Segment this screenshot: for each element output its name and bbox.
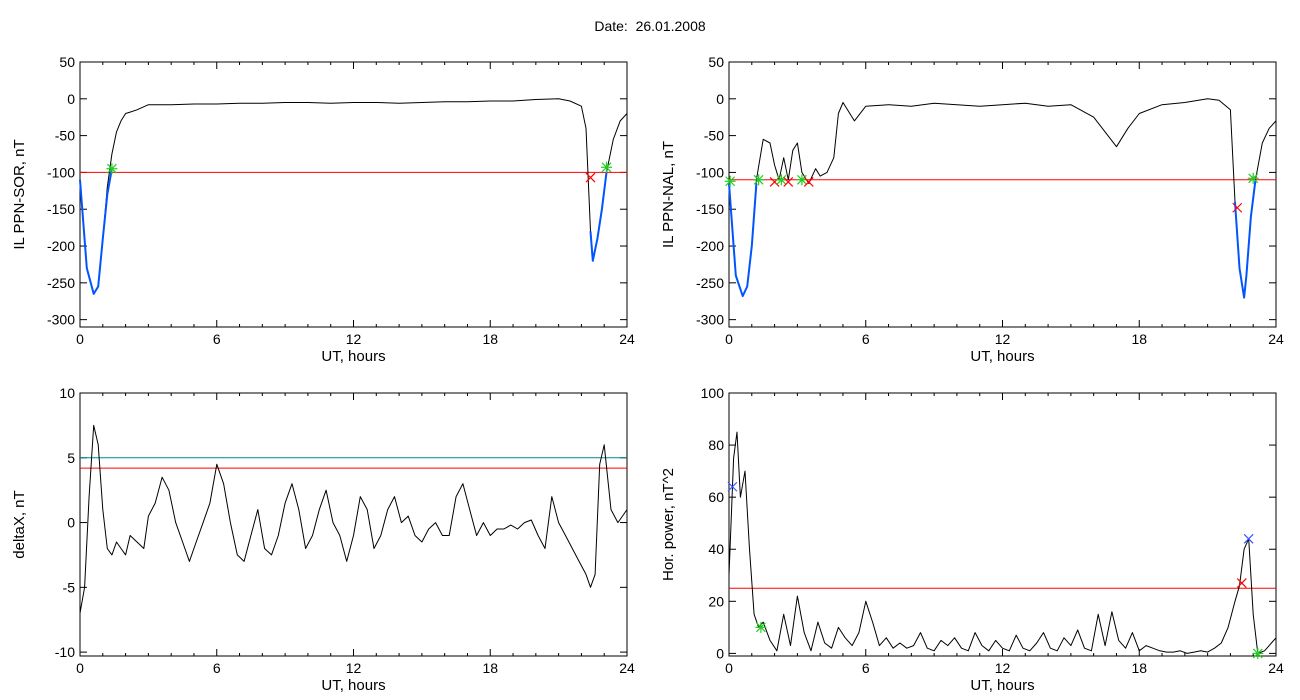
y-tick-label: 10: [59, 385, 75, 401]
y-tick-label: 40: [708, 541, 724, 557]
cross-marker: [1236, 578, 1247, 589]
cross-marker: [727, 481, 738, 492]
y-tick-label: 100: [701, 385, 725, 401]
x-tick-label: 24: [619, 331, 635, 347]
y-tick-label: -150: [696, 201, 724, 217]
y-axis-label: Hor. power, nT^2: [660, 468, 677, 581]
y-axis-label: IL PPN-NAL, nT: [660, 141, 677, 248]
x-tick-label: 24: [1268, 660, 1284, 676]
star-marker: [1252, 647, 1264, 659]
cross-marker: [585, 172, 596, 183]
y-tick-label: -300: [696, 312, 724, 328]
x-tick-label: 18: [1131, 331, 1147, 347]
x-tick-label: 18: [482, 331, 498, 347]
panel-3: 0 6 12 18 24 10 5 0 -5 -10 UT, hours deltaX, nT: [11, 385, 635, 694]
cross-marker: [1243, 533, 1254, 544]
x-axis-label: UT, hours: [970, 677, 1034, 694]
x-tick-label: 0: [725, 660, 733, 676]
y-axis-label: IL PPN-SOR, nT: [11, 139, 28, 249]
highlight-segment: [79, 168, 113, 295]
plot-frame: [79, 392, 628, 657]
y-tick-label: -200: [696, 238, 724, 254]
y-tick-label: -50: [55, 128, 75, 144]
x-tick-label: 18: [482, 660, 498, 676]
y-tick-label: -250: [696, 275, 724, 291]
y-tick-label: -250: [47, 275, 75, 291]
x-tick-label: 6: [213, 331, 221, 347]
x-tick-label: 12: [995, 660, 1011, 676]
y-tick-label: -300: [47, 312, 75, 328]
x-tick-label: 6: [862, 660, 870, 676]
star-marker: [775, 174, 787, 186]
cross-marker: [1232, 202, 1243, 213]
y-tick-label: -100: [47, 164, 75, 180]
star-marker: [796, 174, 808, 186]
y-tick-label: 5: [67, 450, 75, 466]
y-axis-label: deltaX, nT: [11, 490, 28, 558]
y-tick-label: 50: [708, 54, 724, 70]
y-tick-label: 0: [716, 91, 724, 107]
y-tick-label: 80: [708, 437, 724, 453]
x-tick-label: 0: [725, 331, 733, 347]
y-tick-label: 0: [67, 515, 75, 531]
x-tick-label: 6: [213, 660, 221, 676]
cross-marker: [783, 177, 794, 187]
star-marker: [755, 621, 767, 633]
y-tick-label: 0: [67, 91, 75, 107]
cross-marker: [769, 177, 780, 187]
y-tick-label: -100: [696, 164, 724, 180]
y-tick-label: -50: [704, 128, 724, 144]
series-line: [79, 98, 628, 295]
x-tick-label: 24: [619, 660, 635, 676]
series-line: [79, 424, 628, 614]
x-tick-label: 0: [76, 331, 84, 347]
star-marker: [1247, 172, 1259, 184]
chart-title: Date: 26.01.2008: [594, 18, 706, 34]
star-marker: [753, 174, 765, 186]
highlight-segment: [589, 172, 608, 262]
star-marker: [724, 175, 736, 187]
highlight-segment: [1234, 179, 1257, 299]
y-tick-label: -200: [47, 238, 75, 254]
x-tick-label: 0: [76, 660, 84, 676]
panel-4: 0 6 12 18 24 100 80 60 40 20 0 UT, hours Hor. power,…: [660, 385, 1284, 694]
series-line: [728, 431, 1277, 654]
star-marker: [106, 163, 118, 175]
y-tick-label: -10: [55, 644, 75, 660]
plot-frame: [728, 392, 1277, 657]
y-tick-label: -150: [47, 201, 75, 217]
y-tick-label: 50: [59, 54, 75, 70]
x-tick-label: 12: [346, 660, 362, 676]
y-tick-label: 20: [708, 593, 724, 609]
x-axis-label: UT, hours: [321, 677, 385, 694]
x-axis-label: UT, hours: [970, 348, 1034, 365]
panel-1: 0 6 12 18 24 50 0 -50 -100 -150 -200 -250 -300 UT, ho…: [11, 54, 635, 365]
series-line: [728, 98, 1277, 299]
x-tick-label: 6: [862, 331, 870, 347]
x-tick-label: 12: [995, 331, 1011, 347]
plot-frame: [728, 61, 1277, 328]
x-tick-label: 24: [1268, 331, 1284, 347]
highlight-segment: [728, 183, 758, 298]
star-marker: [600, 161, 612, 173]
x-tick-label: 12: [346, 331, 362, 347]
cross-marker: [803, 177, 814, 187]
x-axis-label: UT, hours: [321, 348, 385, 365]
y-tick-label: 60: [708, 489, 724, 505]
plot-frame: [79, 61, 628, 328]
y-tick-label: -5: [63, 579, 76, 595]
y-tick-label: 0: [716, 645, 724, 661]
panel-2: 0 6 12 18 24 50 0 -50 -100 -150 -200 -250 -300 UT, ho…: [660, 54, 1284, 365]
x-tick-label: 18: [1131, 660, 1147, 676]
